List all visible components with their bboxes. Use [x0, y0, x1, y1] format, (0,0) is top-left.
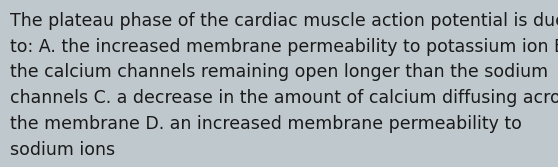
- Text: the membrane D. an increased membrane permeability to: the membrane D. an increased membrane pe…: [10, 115, 522, 133]
- Text: to: A. the increased membrane permeability to potassium ion B.: to: A. the increased membrane permeabili…: [10, 38, 558, 56]
- Text: the calcium channels remaining open longer than the sodium: the calcium channels remaining open long…: [10, 63, 548, 81]
- Text: sodium ions: sodium ions: [10, 141, 115, 159]
- Text: channels C. a decrease in the amount of calcium diffusing across: channels C. a decrease in the amount of …: [10, 89, 558, 107]
- Text: The plateau phase of the cardiac muscle action potential is due: The plateau phase of the cardiac muscle …: [10, 12, 558, 30]
